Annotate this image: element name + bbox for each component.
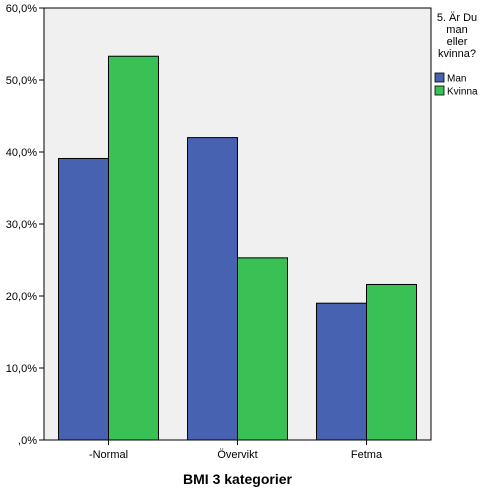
y-tick-label: 40,0% — [6, 147, 37, 159]
bar-man-2 — [316, 302, 367, 441]
x-tick-label: Övervikt — [217, 449, 257, 461]
y-tick-label: 20,0% — [6, 291, 37, 303]
x-axis: -Normal Övervikt Fetma — [89, 440, 383, 461]
legend-label-kvinna: Kvinna — [447, 87, 478, 98]
bar-kvinna-0 — [108, 55, 159, 441]
y-axis: ,0% 10,0% 20,0% 30,0% 40,0% 50,0% 60,0% — [6, 3, 44, 447]
bar-man-0 — [58, 157, 109, 441]
y-tick-label: 30,0% — [6, 219, 37, 231]
y-tick-label: 10,0% — [6, 363, 37, 375]
legend-swatch-man — [434, 72, 445, 83]
bar-man-1 — [187, 137, 238, 441]
legend-title-line: 5. Är Du — [437, 12, 477, 24]
x-tick-label: -Normal — [89, 449, 128, 461]
y-tick-label: 50,0% — [6, 75, 37, 87]
x-tick-label: Fetma — [351, 449, 383, 461]
legend-title-line: man — [446, 24, 467, 36]
bar-kvinna-1 — [237, 257, 288, 441]
legend-title-line: eller — [447, 36, 468, 48]
legend-label-man: Man — [447, 74, 466, 85]
y-tick-label: 60,0% — [6, 3, 37, 15]
bars — [58, 55, 417, 441]
legend-title-line: kvinna? — [438, 48, 476, 60]
legend-swatch-kvinna — [434, 85, 445, 96]
x-axis-title: BMI 3 kategorier — [183, 471, 292, 487]
bar-kvinna-2 — [366, 283, 417, 441]
y-tick-label: ,0% — [18, 435, 37, 447]
